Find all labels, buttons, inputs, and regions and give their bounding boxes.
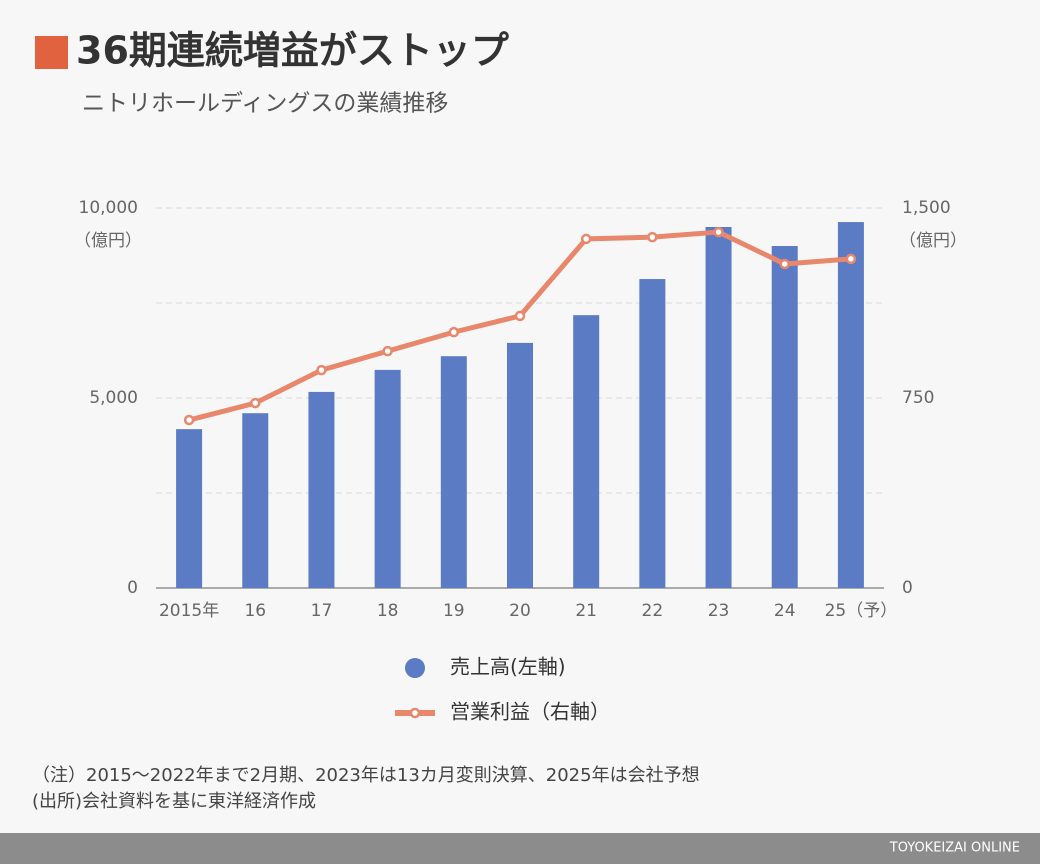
x-tick-label: 22: [642, 601, 664, 621]
x-tick-label: 20: [509, 601, 531, 621]
x-tick-label: 24: [774, 601, 796, 621]
note: (出所)会社資料を基に東洋経済作成: [32, 791, 316, 812]
bar: [573, 315, 600, 588]
x-tick-label: 21: [575, 601, 597, 621]
y-unit: （億円）: [74, 231, 142, 251]
x-tick-label: 19: [443, 601, 465, 621]
x-tick-label: 2015年: [159, 601, 219, 621]
legend-marker: [409, 707, 421, 719]
line-point: [250, 397, 261, 409]
line-point: [382, 345, 393, 357]
bar: [176, 429, 203, 588]
y-tick-label: 0: [127, 578, 138, 598]
y2-tick-label: 750: [902, 388, 934, 408]
line-point: [316, 364, 327, 376]
bar: [374, 369, 401, 588]
title-marker: [35, 36, 68, 69]
y2-tick-label: 1,500: [902, 198, 951, 218]
y2-tick-label: 0: [902, 578, 913, 598]
line-point: [779, 258, 790, 270]
x-tick-label: 25（予）: [825, 601, 898, 621]
line-point: [183, 414, 195, 426]
bar: [507, 342, 533, 588]
x-tick-label: 18: [377, 601, 399, 621]
line-point: [845, 253, 857, 265]
x-tick-label: 16: [244, 601, 266, 621]
x-tick-label: 23: [708, 601, 730, 621]
bar: [771, 246, 798, 588]
line-point: [448, 326, 460, 338]
line-point: [647, 231, 658, 243]
chart-subtitle: ニトリホールディングスの業績推移: [82, 91, 448, 117]
bar: [308, 391, 335, 588]
line-point: [514, 310, 526, 322]
bar: [705, 227, 732, 588]
y-tick-label: 10,000: [79, 198, 138, 218]
legend-label: 営業利益（右軸）: [450, 700, 610, 724]
y-tick-label: 5,000: [89, 388, 138, 408]
footer-bar: [0, 833, 1040, 864]
bar: [639, 279, 666, 588]
line-point: [580, 233, 592, 245]
credit: TOYOKEIZAI ONLINE: [889, 841, 1020, 856]
legend-label: 売上高(左軸): [450, 655, 566, 679]
y2-unit: （億円）: [899, 231, 967, 251]
x-tick-label: 17: [311, 601, 333, 621]
chart-title: 36期連続増益がストップ: [76, 29, 509, 73]
bar: [242, 413, 269, 588]
bar: [440, 356, 467, 588]
note: （注）2015～2022年まで2月期、2023年は13カ月変則決算、2025年は…: [32, 765, 700, 786]
legend-marker: [405, 658, 425, 678]
bar: [837, 222, 864, 588]
line-point: [713, 226, 724, 238]
